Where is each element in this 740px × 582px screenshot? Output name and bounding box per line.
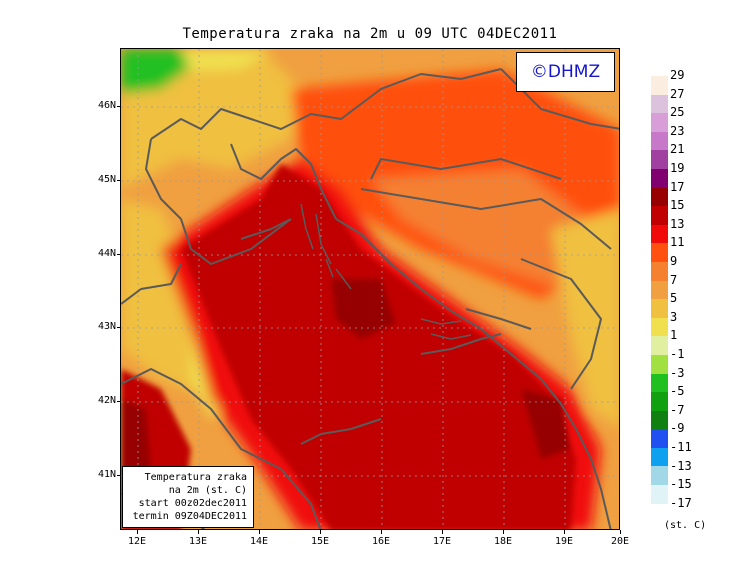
colorbar-label: 21 [670,142,685,157]
lon-label: 17E [427,530,457,547]
lon-label: 12E [122,530,152,547]
legend-info-box: Temperatura zraka na 2m (st. C) start 00… [122,466,254,528]
colorbar-label: 1 [670,328,678,343]
colorbar-label: 23 [670,123,685,138]
colorbar-swatch [651,131,668,151]
lon-label: 19E [549,530,579,547]
temperature-map [120,48,620,530]
lon-label: 20E [605,530,635,547]
colorbar-label: 3 [670,309,678,324]
colorbar-swatch [651,410,668,430]
coastlines [121,68,619,529]
colorbar-swatch [651,280,668,300]
colorbar-swatch [651,206,668,225]
temp-zone-adriatic [181,164,576,529]
colorbar-label: -11 [670,440,692,454]
colorbar-swatch [651,485,668,504]
lon-label: 18E [488,530,518,547]
colorbar-swatch [651,392,668,411]
temp-zone-inland-light [371,169,601,289]
colorbar-swatch [651,299,668,318]
colorbar-label: 13 [670,216,685,231]
lat-label: 46N [86,100,121,111]
colorbar-label: -7 [670,402,685,417]
colorbar-label: 9 [670,254,678,268]
temp-zone-sw-core [121,399,151,479]
colorbar-units: (st. C) [664,520,707,531]
colorbar-swatch [651,150,668,169]
temp-zone-lightyellow [181,49,271,71]
colorbar-label: -3 [670,365,685,380]
lon-label: 15E [305,530,335,547]
colorbar-swatch [651,261,668,281]
colorbar-label: 27 [670,86,685,101]
lat-label: 43N [86,321,121,332]
colorbar [651,76,668,523]
temp-zone-adriatic-core [331,279,396,339]
colorbar-swatch [651,317,668,337]
colorbar-swatch [651,373,668,393]
colorbar-label: -17 [670,495,692,510]
info-line: Temperatura zraka [144,472,247,483]
colorbar-label: 25 [670,105,685,120]
colorbar-swatch [651,503,668,523]
colorbar-swatch [651,466,668,486]
islands [300,203,472,340]
map-title: Temperatura zraka na 2m u 09 UTC 04DEC20… [182,26,558,42]
colorbar-label: 7 [670,272,678,287]
info-line: start 00z02dec2011 [138,498,247,509]
colorbar-label: -1 [670,347,685,361]
colorbar-label: -9 [670,421,685,436]
colorbar-label: 19 [670,161,685,175]
colorbar-swatch [651,336,668,355]
lat-label: 45N [86,174,121,185]
colorbar-label: 11 [670,235,685,250]
colorbar-label: 5 [670,291,678,306]
info-line: termin 09Z04DEC2011 [132,511,247,522]
lat-label: 44N [86,248,121,259]
colorbar-swatch [651,243,668,262]
colorbar-swatch [651,76,668,95]
colorbar-label: -5 [670,384,685,399]
colorbar-swatch [651,113,668,132]
temp-zone-green-corner [121,49,191,94]
colorbar-label: -15 [670,477,692,492]
colorbar-swatch [651,168,668,188]
colorbar-swatch [651,94,668,114]
lon-label: 13E [183,530,213,547]
temperature-field [121,49,619,529]
colorbar-swatch [651,354,668,374]
lon-label: 16E [366,530,396,547]
info-line: na 2m (st. C) [168,485,247,496]
colorbar-label: -13 [670,458,692,473]
colorbar-swatch [651,187,668,207]
dhmz-logo: ©DHMZ [516,52,615,92]
lon-label: 14E [244,530,274,547]
lat-label: 41N [86,469,121,480]
colorbar-swatch [651,224,668,244]
colorbar-swatch [651,429,668,448]
colorbar-label: 17 [670,179,685,194]
colorbar-label: 29 [670,68,685,82]
colorbar-swatch [651,447,668,467]
temp-zone-east-yellow [551,209,619,428]
lat-label: 42N [86,395,121,406]
temp-zone-south-core [521,389,571,459]
colorbar-label: 15 [670,198,685,213]
